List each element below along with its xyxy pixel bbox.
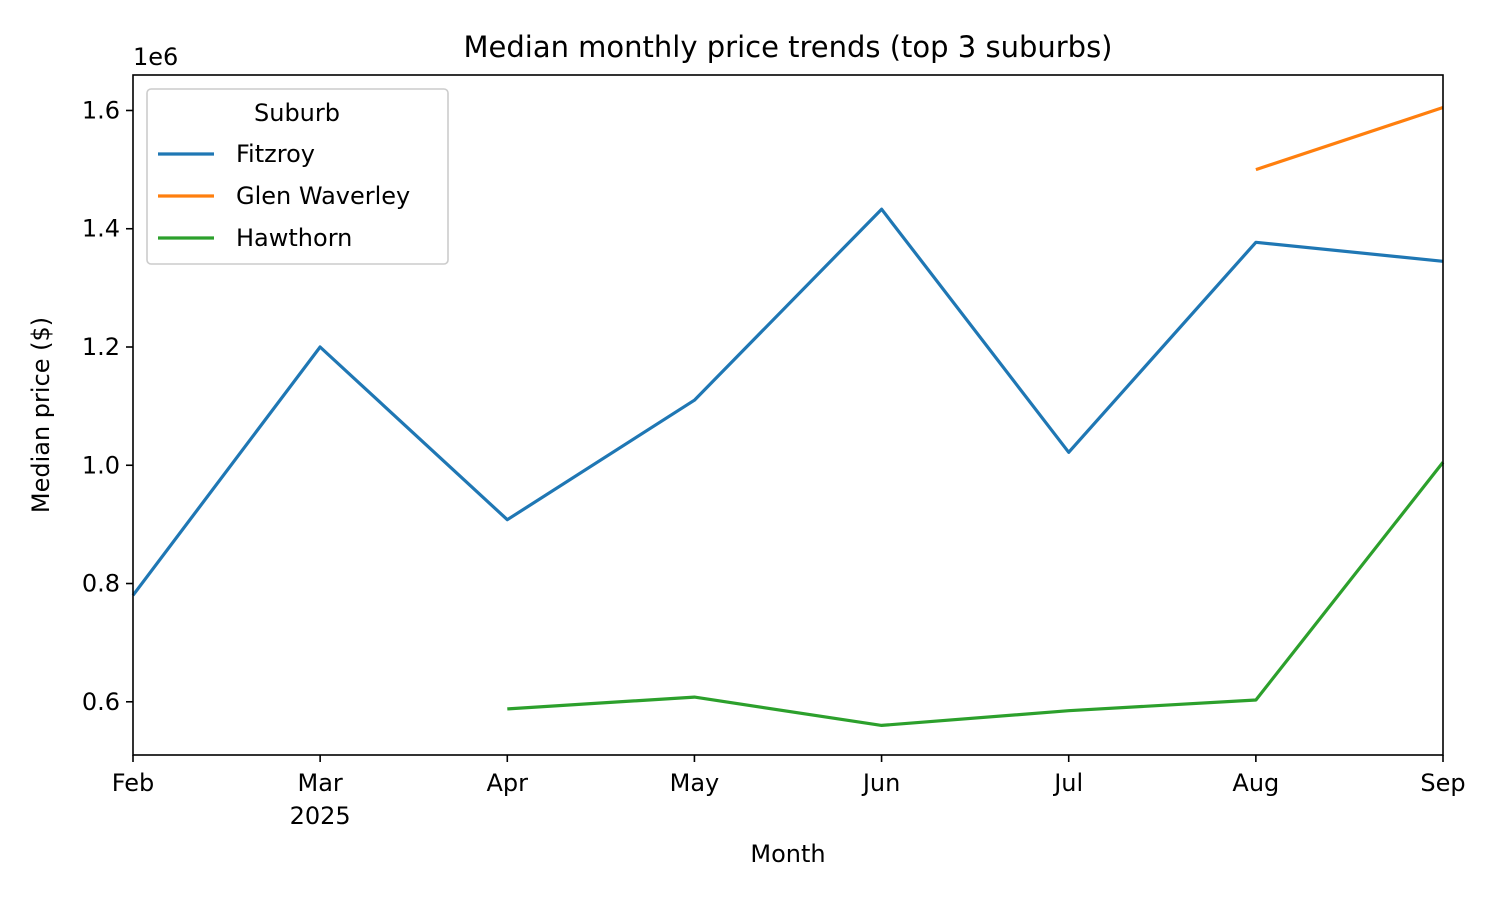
y-tick-label: 0.6 xyxy=(82,688,120,716)
series-line-hawthorn xyxy=(507,461,1445,728)
y-tick-label: 1.4 xyxy=(82,215,120,243)
x-tick-label: Jul xyxy=(1052,769,1083,797)
x-tick-label: Feb xyxy=(112,769,155,797)
y-offset-label: 1e6 xyxy=(133,43,178,71)
series-line-fitzroy xyxy=(131,207,1444,597)
y-tick-label: 1.2 xyxy=(82,333,120,361)
x-year-label: 2025 xyxy=(290,802,351,830)
plot-frame xyxy=(132,74,1444,756)
x-tick-label: Aug xyxy=(1232,769,1279,797)
y-axis-label: Median price ($) xyxy=(27,317,55,513)
legend: Suburb Fitzroy Glen Waverley Hawthorn xyxy=(146,88,449,265)
x-tick-label: Jun xyxy=(861,769,901,797)
legend-label-fitzroy: Fitzroy xyxy=(236,140,315,168)
x-tick-label: Sep xyxy=(1420,769,1465,797)
x-axis-label: Month xyxy=(750,840,825,868)
axis-ticks: Feb Mar Apr May Jun Jul Aug Sep 2025 0.6 0.8 1.0 1.2… xyxy=(82,96,1466,830)
y-tick-label: 0.8 xyxy=(82,570,120,598)
legend-box xyxy=(146,88,449,265)
x-tick-label: Mar xyxy=(298,769,343,797)
legend-label-glen-waverley: Glen Waverley xyxy=(236,182,410,210)
chart-title: Median monthly price trends (top 3 subur… xyxy=(463,30,1112,64)
series-line-glen-waverley xyxy=(1255,105,1444,172)
y-tick-label: 1.6 xyxy=(82,96,120,124)
legend-items: Fitzroy Glen Waverley Hawthorn xyxy=(158,140,410,252)
legend-title: Suburb xyxy=(254,99,340,127)
x-tick-label: Apr xyxy=(487,769,529,797)
legend-label-hawthorn: Hawthorn xyxy=(236,224,352,252)
y-tick-label: 1.0 xyxy=(82,451,120,479)
x-tick-label: May xyxy=(670,769,720,797)
series-lines xyxy=(131,105,1445,728)
